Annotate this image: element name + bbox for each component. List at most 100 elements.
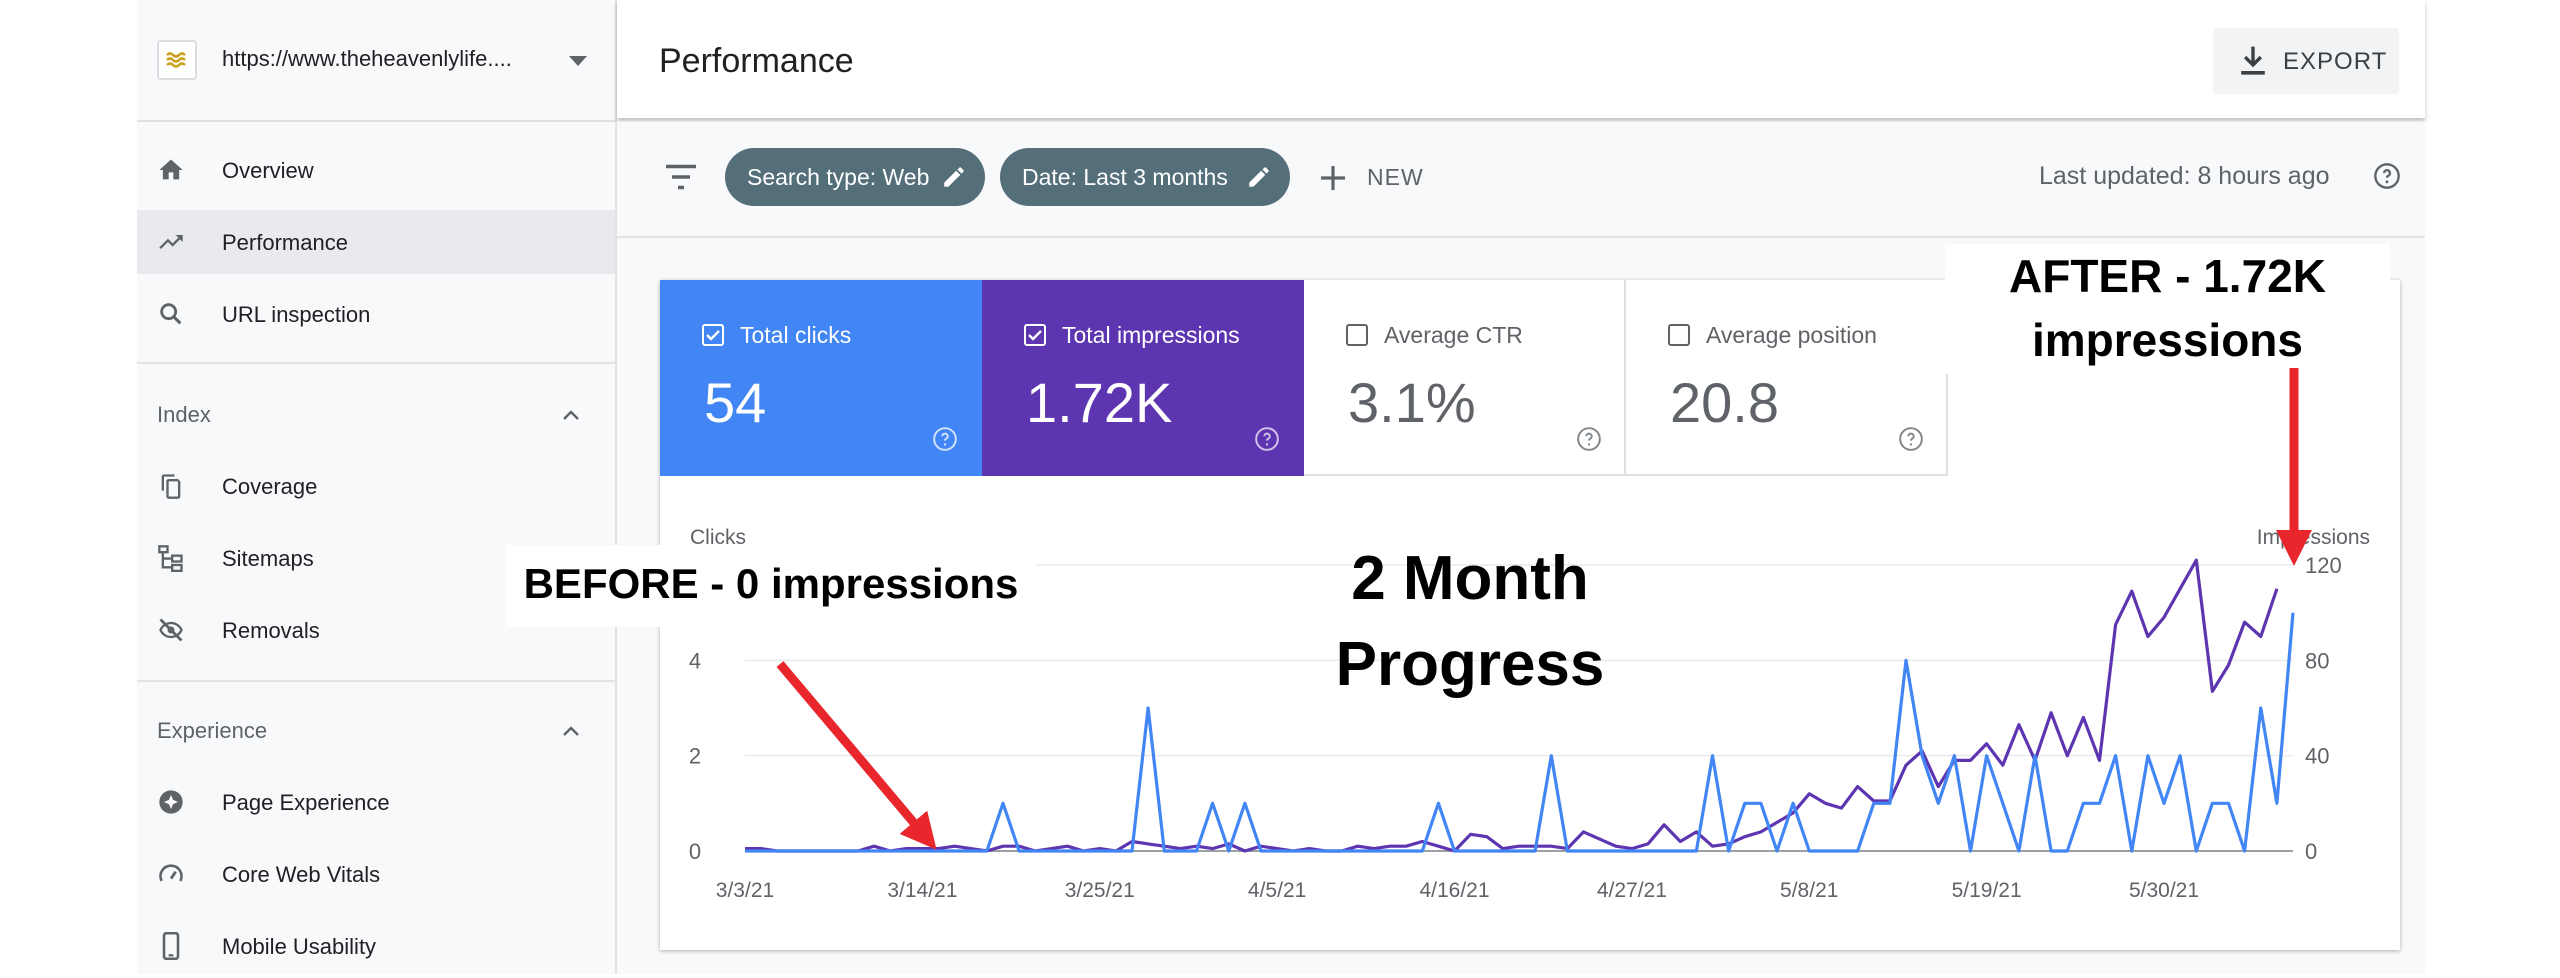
sidebar-item-page-experience[interactable]: Page Experience bbox=[137, 770, 615, 834]
chevron-down-icon[interactable] bbox=[569, 56, 587, 66]
home-icon bbox=[159, 159, 183, 180]
experience-section-title: Experience bbox=[157, 718, 268, 743]
metric-name: Total clicks bbox=[740, 322, 852, 348]
x-axis-tick-label: 3/3/21 bbox=[716, 879, 774, 902]
x-axis-tick-label: 3/14/21 bbox=[887, 879, 957, 902]
download-icon bbox=[2241, 46, 2265, 75]
edit-icon[interactable] bbox=[1246, 164, 1272, 190]
series-line-impressions bbox=[745, 558, 2279, 853]
file-copy-icon bbox=[161, 474, 181, 499]
help-icon[interactable] bbox=[1254, 426, 1280, 452]
sidebar-item-removals[interactable]: Removals bbox=[137, 598, 615, 662]
sidebar-item-overview[interactable]: Overview bbox=[137, 138, 615, 202]
search-icon bbox=[160, 303, 182, 325]
sidebar-item-label: Page Experience bbox=[222, 790, 390, 815]
checkbox[interactable] bbox=[1668, 324, 1690, 346]
before-annotation-box bbox=[506, 545, 1036, 627]
sitemap-icon bbox=[158, 545, 183, 572]
edit-icon[interactable] bbox=[941, 164, 967, 190]
search-type-chip[interactable]: Search type: Web bbox=[725, 148, 985, 206]
metric-value: 20.8 bbox=[1670, 371, 1779, 434]
chip-label: Date: Last 3 months bbox=[1022, 164, 1228, 190]
property-url: https://www.theheavenlylife.... bbox=[222, 46, 512, 71]
sidebar-item-label: URL inspection bbox=[222, 302, 371, 327]
metric-value: 3.1% bbox=[1348, 371, 1476, 434]
page-experience-icon bbox=[159, 790, 183, 814]
metric-average-position[interactable]: Average position 20.8 bbox=[1626, 280, 1948, 476]
metric-name: Average position bbox=[1706, 322, 1877, 348]
sidebar-item-mobile-usability[interactable]: Mobile Usability bbox=[137, 914, 615, 978]
metric-name: Total impressions bbox=[1062, 322, 1240, 348]
export-label: EXPORT bbox=[2283, 48, 2388, 75]
sidebar-item-core-web-vitals[interactable]: Core Web Vitals bbox=[137, 842, 615, 906]
x-axis-tick-label: 3/25/21 bbox=[1065, 879, 1135, 902]
after-annotation-line1: AFTER - 1.72K bbox=[2009, 250, 2326, 302]
chevron-up-icon[interactable] bbox=[561, 408, 581, 422]
trending-up-icon bbox=[159, 235, 183, 249]
help-icon[interactable] bbox=[1576, 426, 1602, 452]
sidebar-item-performance[interactable]: Performance bbox=[137, 210, 615, 274]
right-axis-tick-label: 80 bbox=[2305, 648, 2329, 673]
x-axis-tick-label: 5/19/21 bbox=[1952, 879, 2022, 902]
site-favicon bbox=[157, 40, 197, 80]
smartphone-icon bbox=[162, 932, 180, 960]
page-title: Performance bbox=[659, 42, 854, 80]
sidebar-item-label: Performance bbox=[222, 230, 348, 255]
divider bbox=[137, 362, 615, 364]
sidebar: https://www.theheavenlylife.... Overview… bbox=[137, 0, 617, 974]
speed-gauge-icon bbox=[159, 864, 183, 882]
chip-label: Search type: Web bbox=[747, 164, 930, 190]
right-axis-tick-label: 40 bbox=[2305, 744, 2329, 769]
checkbox[interactable] bbox=[702, 324, 724, 346]
sidebar-item-url-inspection[interactable]: URL inspection bbox=[137, 282, 615, 346]
right-axis-tick-label: 0 bbox=[2305, 839, 2317, 864]
metric-total-clicks[interactable]: Total clicks 54 bbox=[660, 280, 982, 476]
chevron-up-icon[interactable] bbox=[561, 724, 581, 738]
after-annotation-box bbox=[1945, 244, 2390, 374]
sidebar-item-coverage[interactable]: Coverage bbox=[137, 454, 615, 518]
visibility-off-icon bbox=[159, 618, 183, 642]
index-section-title: Index bbox=[157, 402, 211, 427]
checkbox[interactable] bbox=[1346, 324, 1368, 346]
before-annotation: BEFORE - 0 impressions bbox=[523, 560, 1019, 607]
metric-name: Average CTR bbox=[1384, 322, 1523, 348]
left-axis-label: Clicks bbox=[690, 526, 746, 549]
x-axis-tick-label: 4/27/21 bbox=[1597, 879, 1667, 902]
x-axis-tick-label: 5/8/21 bbox=[1780, 879, 1838, 902]
progress-line2: Progress bbox=[1335, 630, 1605, 699]
after-annotation: AFTER - 1.72K impressions bbox=[1945, 244, 2390, 372]
plus-icon bbox=[1321, 166, 1345, 190]
checkbox[interactable] bbox=[1024, 324, 1046, 346]
export-button[interactable]: EXPORT bbox=[2213, 28, 2399, 94]
left-axis-tick-label: 2 bbox=[689, 744, 701, 769]
series-line-clicks bbox=[745, 612, 2295, 853]
last-updated-text: Last updated: 8 hours ago bbox=[2039, 162, 2330, 190]
top-header: Performance EXPORT bbox=[617, 0, 2425, 118]
left-axis-tick-label: 4 bbox=[689, 648, 701, 673]
sidebar-item-sitemaps[interactable]: Sitemaps bbox=[137, 526, 615, 590]
metric-average-ctr[interactable]: Average CTR 3.1% bbox=[1304, 280, 1626, 476]
new-label: NEW bbox=[1367, 164, 1424, 190]
metric-value: 1.72K bbox=[1026, 371, 1173, 434]
filter-icon[interactable] bbox=[663, 162, 699, 192]
help-icon[interactable] bbox=[932, 426, 958, 452]
sidebar-item-label: Sitemaps bbox=[222, 546, 314, 571]
sidebar-item-label: Coverage bbox=[222, 474, 318, 499]
metric-value: 54 bbox=[704, 371, 767, 434]
help-icon[interactable] bbox=[1898, 426, 1924, 452]
property-selector[interactable]: https://www.theheavenlylife.... bbox=[137, 0, 615, 122]
progress-annotation: 2 Month Progress bbox=[1270, 536, 1670, 708]
metric-total-impressions[interactable]: Total impressions 1.72K bbox=[982, 280, 1304, 476]
divider bbox=[137, 680, 615, 682]
left-axis-tick-label: 0 bbox=[689, 839, 701, 864]
sidebar-item-label: Core Web Vitals bbox=[222, 862, 381, 887]
date-range-chip[interactable]: Date: Last 3 months bbox=[1000, 148, 1290, 206]
sidebar-item-label: Removals bbox=[222, 618, 320, 643]
x-axis-tick-label: 4/16/21 bbox=[1419, 879, 1489, 902]
after-annotation-line2: impressions bbox=[2032, 314, 2303, 366]
help-icon[interactable] bbox=[2373, 162, 2401, 190]
before-arrow bbox=[776, 661, 937, 850]
x-axis-tick-label: 4/5/21 bbox=[1248, 879, 1306, 902]
